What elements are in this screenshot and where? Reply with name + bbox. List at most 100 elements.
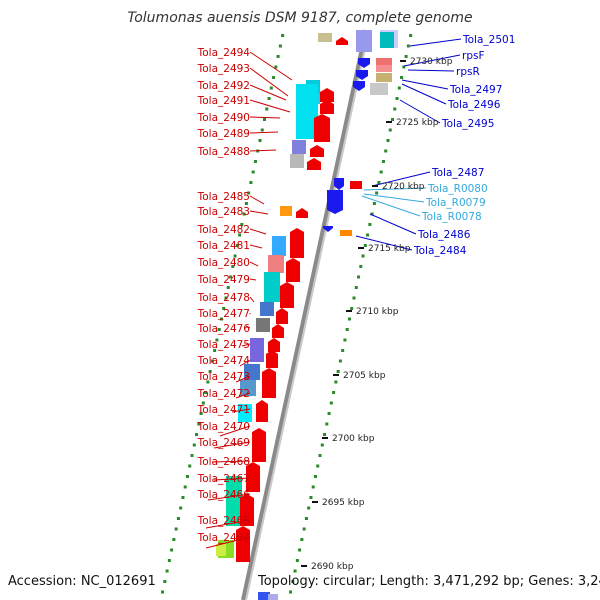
- label-leader-line: [213, 477, 251, 481]
- label-leader-line: [401, 83, 447, 105]
- tick-dot: [289, 590, 293, 594]
- tick-dot: [366, 233, 370, 237]
- tick-dot: [265, 107, 269, 111]
- tick-dot: [395, 97, 399, 100]
- scale-label: 2690 kbp: [311, 562, 354, 572]
- tick-dot: [323, 433, 327, 436]
- tick-dot: [229, 275, 233, 279]
- gene-features: [216, 30, 398, 600]
- tick-dot: [179, 506, 183, 510]
- label-leader-line: [239, 359, 251, 367]
- tick-dot: [370, 212, 374, 216]
- label-leader-line: [249, 84, 287, 101]
- gene-arrow: [290, 228, 304, 258]
- label-leader-line: [369, 213, 417, 235]
- label-leader-line: [235, 375, 251, 383]
- left-gene-label: Tola_2488: [197, 146, 250, 158]
- label-leader-line: [249, 210, 269, 215]
- label-leader-line: [249, 261, 259, 267]
- gene-arrow: [276, 308, 288, 324]
- tick-dot: [192, 443, 196, 447]
- gene-arrow: [320, 100, 334, 114]
- tick-dot: [165, 569, 169, 573]
- tick-dot: [183, 485, 187, 489]
- gene-block: [296, 84, 318, 139]
- tick-dots: [161, 34, 413, 594]
- tick-dot: [201, 401, 205, 405]
- tick-dot: [190, 454, 194, 457]
- tick-dot: [304, 517, 308, 520]
- genome-backbone-shadow: [245, 29, 370, 600]
- left-gene-label: Tola_2494: [197, 47, 251, 59]
- tick-dot: [188, 464, 192, 468]
- tick-dot: [267, 97, 271, 100]
- genome-summary-text: Topology: circular; Length: 3,471,292 bp…: [258, 574, 600, 589]
- left-gene-label: Tola_2474: [197, 355, 251, 367]
- left-gene-label: Tola_2468: [197, 456, 250, 468]
- right-gene-label: rpsF: [462, 50, 485, 62]
- label-leader-line: [249, 195, 265, 205]
- left-gene-label: Tola_2464: [197, 532, 251, 544]
- scale-label: 2715 kbp: [368, 244, 411, 254]
- gene-arrow: [240, 494, 254, 526]
- tick-dot: [224, 296, 228, 300]
- label-leader-line: [205, 519, 251, 529]
- gene-arrow: [256, 400, 268, 422]
- gene-arrow: [296, 208, 308, 218]
- left-gene-label: Tola_2473: [197, 371, 250, 383]
- scale-label: 2710 kbp: [356, 307, 399, 317]
- gene-block: [370, 83, 388, 95]
- tick-dot: [300, 538, 304, 541]
- label-leader-line: [407, 69, 455, 72]
- label-leader-line: [363, 193, 425, 203]
- left-gene-label: Tola_2490: [197, 112, 250, 124]
- gene-block: [240, 380, 256, 396]
- tick-dot: [404, 55, 408, 58]
- label-leader-line: [371, 171, 431, 187]
- gene-block: [268, 594, 278, 600]
- tick-dot: [406, 44, 410, 48]
- scale-tick: [322, 437, 328, 439]
- left-gene-label: Tola_2475: [197, 339, 250, 351]
- tick-dot: [247, 191, 251, 195]
- tick-dot: [375, 191, 379, 195]
- tick-dot: [244, 202, 248, 205]
- label-leader-line: [219, 425, 251, 437]
- tick-dot: [185, 475, 189, 478]
- right-gene-label: Tola_2486: [417, 229, 471, 241]
- label-leader-line: [249, 149, 277, 152]
- left-gene-label: Tola_2477: [197, 308, 250, 320]
- tick-dot: [215, 338, 219, 342]
- tick-dot: [332, 391, 336, 394]
- tick-dot: [242, 212, 246, 216]
- gene-arrow: [280, 282, 294, 308]
- label-leader-line: [213, 441, 251, 449]
- left-gene-label: Tola_2493: [197, 63, 250, 75]
- gene-arrow: [334, 178, 344, 190]
- gene-arrow: [246, 462, 260, 492]
- tick-dot: [341, 349, 345, 352]
- label-leader-line: [211, 460, 251, 463]
- label-leader-line: [249, 67, 289, 97]
- tick-dot: [318, 454, 322, 457]
- tick-dot: [347, 317, 351, 321]
- gene-arrow: [353, 81, 365, 91]
- tick-dot: [163, 580, 167, 583]
- tick-dot: [181, 496, 185, 499]
- gene-arrow: [286, 258, 300, 282]
- tick-dot: [197, 422, 201, 426]
- scale-labels: 2730 kbp 2725 kbp 2720 kbp 2715 kbp 2710 kbp…: [301, 57, 453, 572]
- scale-label: 2695 kbp: [322, 498, 365, 508]
- gene-arrow: [336, 37, 348, 45]
- tick-dot: [343, 338, 347, 342]
- scale-label: 2730 kbp: [410, 57, 453, 67]
- tick-dot: [167, 559, 171, 562]
- tick-dot: [206, 380, 210, 384]
- tick-dot: [320, 443, 324, 447]
- tick-dot: [276, 55, 280, 58]
- scale-tick: [386, 121, 392, 123]
- tick-dot: [217, 328, 221, 331]
- tick-dot: [325, 422, 329, 426]
- gene-block: [292, 140, 306, 154]
- label-leader-line: [249, 278, 257, 281]
